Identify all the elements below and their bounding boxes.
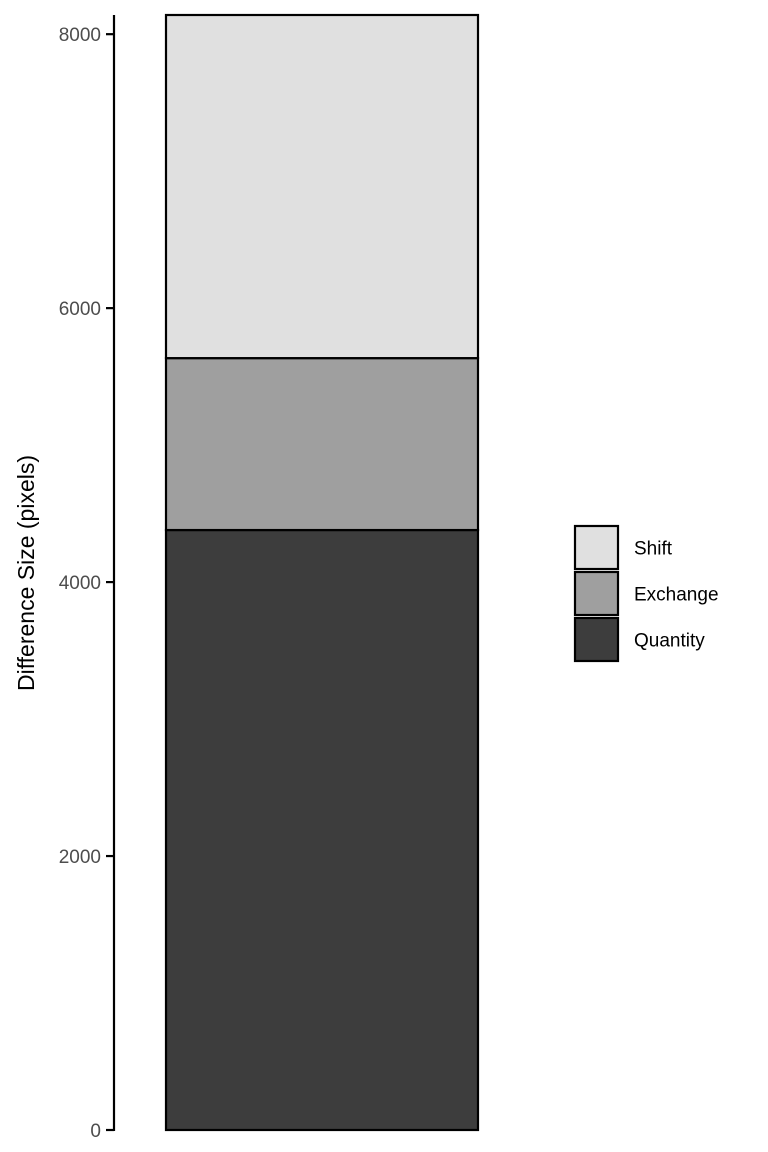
legend-label-exchange: Exchange xyxy=(634,585,719,606)
bar-stack xyxy=(164,13,480,1132)
legend-label-quantity: Quantity xyxy=(634,631,705,652)
y-axis: 0 2000 4000 6000 8000 xyxy=(59,15,116,1142)
y-ticks: 0 2000 4000 6000 8000 xyxy=(59,25,114,1142)
y-axis-title: Difference Size (pixels) xyxy=(13,455,39,691)
y-tick-label: 0 xyxy=(90,1121,101,1142)
legend-key-exchange xyxy=(573,570,620,617)
y-tick-label: 6000 xyxy=(59,299,101,320)
legend-label-shift: Shift xyxy=(634,539,673,560)
bar-segment-exchange xyxy=(164,357,480,532)
bar-segment-shift xyxy=(164,13,480,360)
legend-key-quantity xyxy=(573,616,620,663)
legend-key-shift xyxy=(573,524,620,571)
y-tick-label: 8000 xyxy=(59,25,101,46)
bar-segment-quantity xyxy=(164,528,480,1132)
y-tick-label: 4000 xyxy=(59,573,101,594)
legend: Shift Exchange Quantity xyxy=(573,524,719,663)
y-tick-label: 2000 xyxy=(59,847,101,868)
